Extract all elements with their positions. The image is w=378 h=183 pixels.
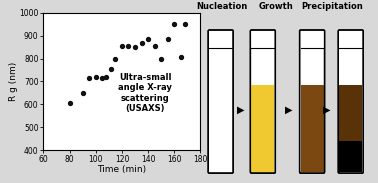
Point <box>99 76 105 79</box>
Text: ▶: ▶ <box>237 105 245 115</box>
Point <box>158 57 164 60</box>
Text: ▶: ▶ <box>285 105 292 115</box>
Point <box>93 75 99 78</box>
X-axis label: Time (min): Time (min) <box>98 165 146 174</box>
Bar <box>301 85 324 172</box>
Point <box>165 38 171 41</box>
Text: Nucleation: Nucleation <box>196 2 247 11</box>
Point <box>152 44 158 47</box>
Point <box>125 44 132 47</box>
Bar <box>301 31 324 48</box>
Text: Growth: Growth <box>259 2 293 11</box>
Bar <box>251 31 274 48</box>
Bar <box>251 85 274 172</box>
Bar <box>339 85 362 172</box>
Point <box>132 46 138 49</box>
Point <box>112 57 118 60</box>
Y-axis label: R g (nm): R g (nm) <box>9 62 18 101</box>
Bar <box>339 141 362 172</box>
Point <box>108 67 115 70</box>
Point <box>171 23 177 26</box>
Point <box>138 41 144 44</box>
Point <box>86 76 92 79</box>
Text: ▶: ▶ <box>323 105 331 115</box>
Point <box>181 23 187 26</box>
Point <box>119 44 125 47</box>
Text: Precipitation: Precipitation <box>301 2 363 11</box>
Text: Ultra-small
angle X-ray
scattering
(USAXS): Ultra-small angle X-ray scattering (USAX… <box>118 73 172 113</box>
FancyBboxPatch shape <box>338 30 363 173</box>
Point <box>80 92 86 95</box>
FancyBboxPatch shape <box>300 30 325 173</box>
FancyBboxPatch shape <box>208 30 233 173</box>
Point <box>67 102 73 105</box>
Point <box>103 75 109 78</box>
Point <box>145 38 151 41</box>
FancyBboxPatch shape <box>250 30 275 173</box>
Point <box>178 56 184 59</box>
Bar <box>209 31 232 48</box>
Bar <box>339 31 362 48</box>
